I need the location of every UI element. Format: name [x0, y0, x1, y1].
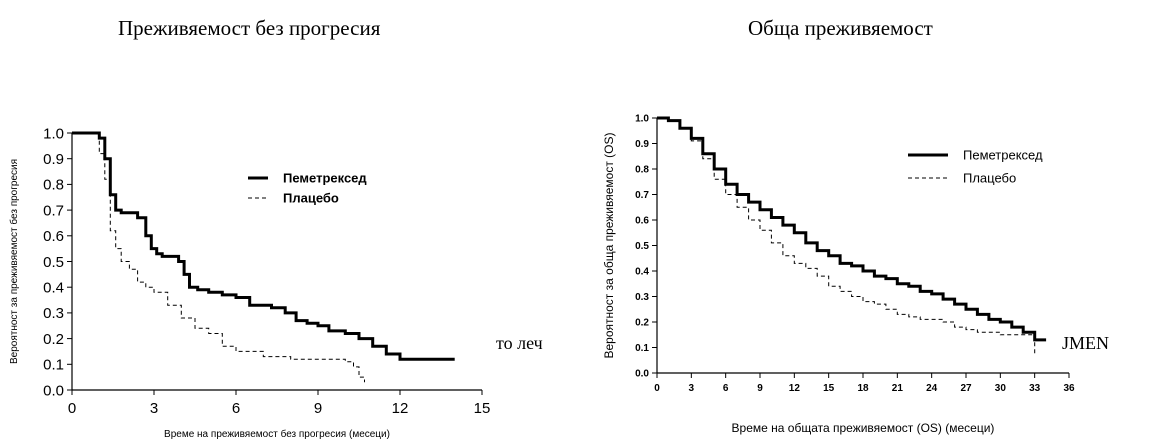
os-y-tick-label: 0.0: [635, 369, 649, 380]
os-legend-label: Плацебо: [963, 171, 1016, 186]
pfs-x-axis-label: Време на преживяемост без прогресия (мес…: [164, 428, 390, 440]
pfs-x-tick-label: 9: [314, 400, 322, 417]
pfs-y-tick-label: 0.2: [43, 331, 64, 348]
os-y-tick-label: 0.7: [635, 190, 649, 201]
os-x-tick-label: 36: [1063, 383, 1075, 394]
os-x-tick-label: 9: [757, 383, 763, 394]
os-series-placebo-line: [657, 117, 1036, 356]
pfs-series-placebo-line: [72, 132, 365, 383]
os-y-tick-label: 1.0: [635, 114, 649, 125]
os-y-axis-label: Вероятност за обща преживяемост (OS): [602, 132, 616, 358]
os-legend-label: Пеметрексед: [963, 148, 1043, 163]
os-x-tick-label: 15: [823, 383, 835, 394]
pfs-y-tick-label: 0.3: [43, 305, 64, 322]
os-x-tick-label: 18: [857, 383, 869, 394]
pfs-x-tick-label: 0: [68, 400, 76, 417]
watermark-fragment-left: то леч: [496, 333, 543, 353]
os-y-tick-label: 0.5: [635, 241, 649, 252]
os-y-tick-label: 0.9: [635, 139, 649, 150]
os-y-tick-label: 0.1: [635, 343, 649, 354]
os-y-tick-label: 0.2: [635, 318, 649, 329]
os-x-tick-label: 27: [960, 383, 972, 394]
pfs-legend-label: Пеметрексед: [283, 171, 367, 186]
pfs-y-tick-label: 0.7: [43, 202, 64, 219]
pfs-x-tick-label: 3: [150, 400, 158, 417]
os-y-tick-label: 0.6: [635, 216, 649, 227]
os-x-tick-label: 33: [1029, 383, 1041, 394]
os-x-tick-label: 3: [689, 383, 695, 394]
os-x-tick-label: 0: [654, 383, 660, 394]
pfs-y-tick-label: 0.9: [43, 151, 64, 168]
pfs-legend-label: Плацебо: [283, 191, 339, 206]
os-y-tick-label: 0.8: [635, 165, 649, 176]
pfs-x-tick-label: 15: [474, 400, 491, 417]
pfs-x-tick-label: 6: [232, 400, 240, 417]
pfs-y-tick-label: 0.0: [43, 382, 64, 399]
pfs-x-tick-label: 12: [392, 400, 409, 417]
os-x-axis-label: Време на общата преживяемост (OS) (месец…: [732, 421, 995, 435]
pfs-y-axis-label: Вероятност за преживяемост без прогресия: [8, 159, 20, 364]
os-series-pemetrexed-line: [657, 116, 1047, 342]
os-chart-title: Обща преживяемост: [748, 16, 933, 40]
pfs-y-tick-label: 0.8: [43, 177, 64, 194]
pfs-y-tick-label: 0.4: [43, 279, 64, 296]
pfs-y-tick-label: 0.5: [43, 254, 64, 271]
os-y-tick-label: 0.3: [635, 292, 649, 303]
pfs-series-pemetrexed-line: [72, 131, 455, 361]
os-x-tick-label: 21: [892, 383, 904, 394]
os-x-tick-label: 30: [995, 383, 1007, 394]
watermark-fragment-right: JMEN: [1062, 333, 1110, 353]
pfs-chart: 0.0 0.1 0.2 0.3 0.4 0.5 0.6 0.7 0.8 0.9 1.0 0 3 6 9 12 1…: [8, 125, 491, 440]
pfs-y-tick-label: 1.0: [43, 125, 64, 142]
pfs-y-tick-label: 0.1: [43, 357, 64, 374]
pfs-chart-title: Преживяемост без прогресия: [118, 16, 381, 40]
os-x-tick-label: 24: [926, 383, 938, 394]
os-y-tick-label: 0.4: [635, 267, 649, 278]
os-x-tick-label: 12: [789, 383, 801, 394]
pfs-y-tick-label: 0.6: [43, 228, 64, 245]
os-x-tick-label: 6: [723, 383, 729, 394]
